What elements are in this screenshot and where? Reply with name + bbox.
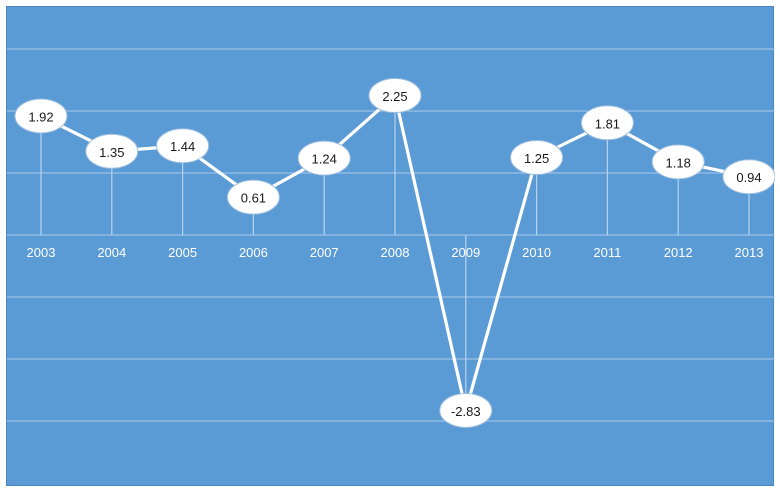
data-label: 1.24 xyxy=(312,152,337,167)
data-point xyxy=(14,98,68,134)
x-tick-label: 2010 xyxy=(522,245,551,260)
data-point xyxy=(651,144,705,180)
data-label: 1.92 xyxy=(28,109,53,124)
x-tick-label: 2012 xyxy=(664,245,693,260)
data-point xyxy=(85,133,139,169)
chart-area: 2003 2004 2005 2006 2007 2008 2009 2010 2011 2012… xyxy=(6,6,775,486)
data-label: -2.83 xyxy=(451,404,481,419)
x-tick-label: 2005 xyxy=(168,245,197,260)
data-label: 1.81 xyxy=(595,116,620,131)
data-point xyxy=(580,105,634,141)
data-point xyxy=(297,140,351,176)
data-label: 2.25 xyxy=(382,89,407,104)
data-label: 1.25 xyxy=(524,151,549,166)
data-label: 0.94 xyxy=(736,170,761,185)
data-point xyxy=(368,78,422,113)
data-point xyxy=(156,128,210,164)
x-tick-label: 2006 xyxy=(239,245,268,260)
data-label: 1.44 xyxy=(170,139,195,154)
line-chart: 2003 2004 2005 2006 2007 2008 2009 2010 2011 2012… xyxy=(7,48,775,428)
x-tick-label: 2004 xyxy=(97,245,126,260)
data-label: 1.35 xyxy=(99,145,124,160)
x-tick-label: 2011 xyxy=(593,245,621,260)
data-point xyxy=(439,392,493,428)
x-tick-label: 2013 xyxy=(735,245,764,260)
data-label: 0.61 xyxy=(241,191,266,206)
x-tick-label: 2009 xyxy=(451,245,480,260)
x-tick-label: 2007 xyxy=(310,245,339,260)
data-point xyxy=(510,140,564,175)
data-point xyxy=(722,159,775,195)
x-tick-label: 2008 xyxy=(381,245,410,260)
x-tick-label: 2003 xyxy=(27,245,56,260)
data-label: 1.18 xyxy=(666,155,691,170)
data-point xyxy=(226,179,280,215)
